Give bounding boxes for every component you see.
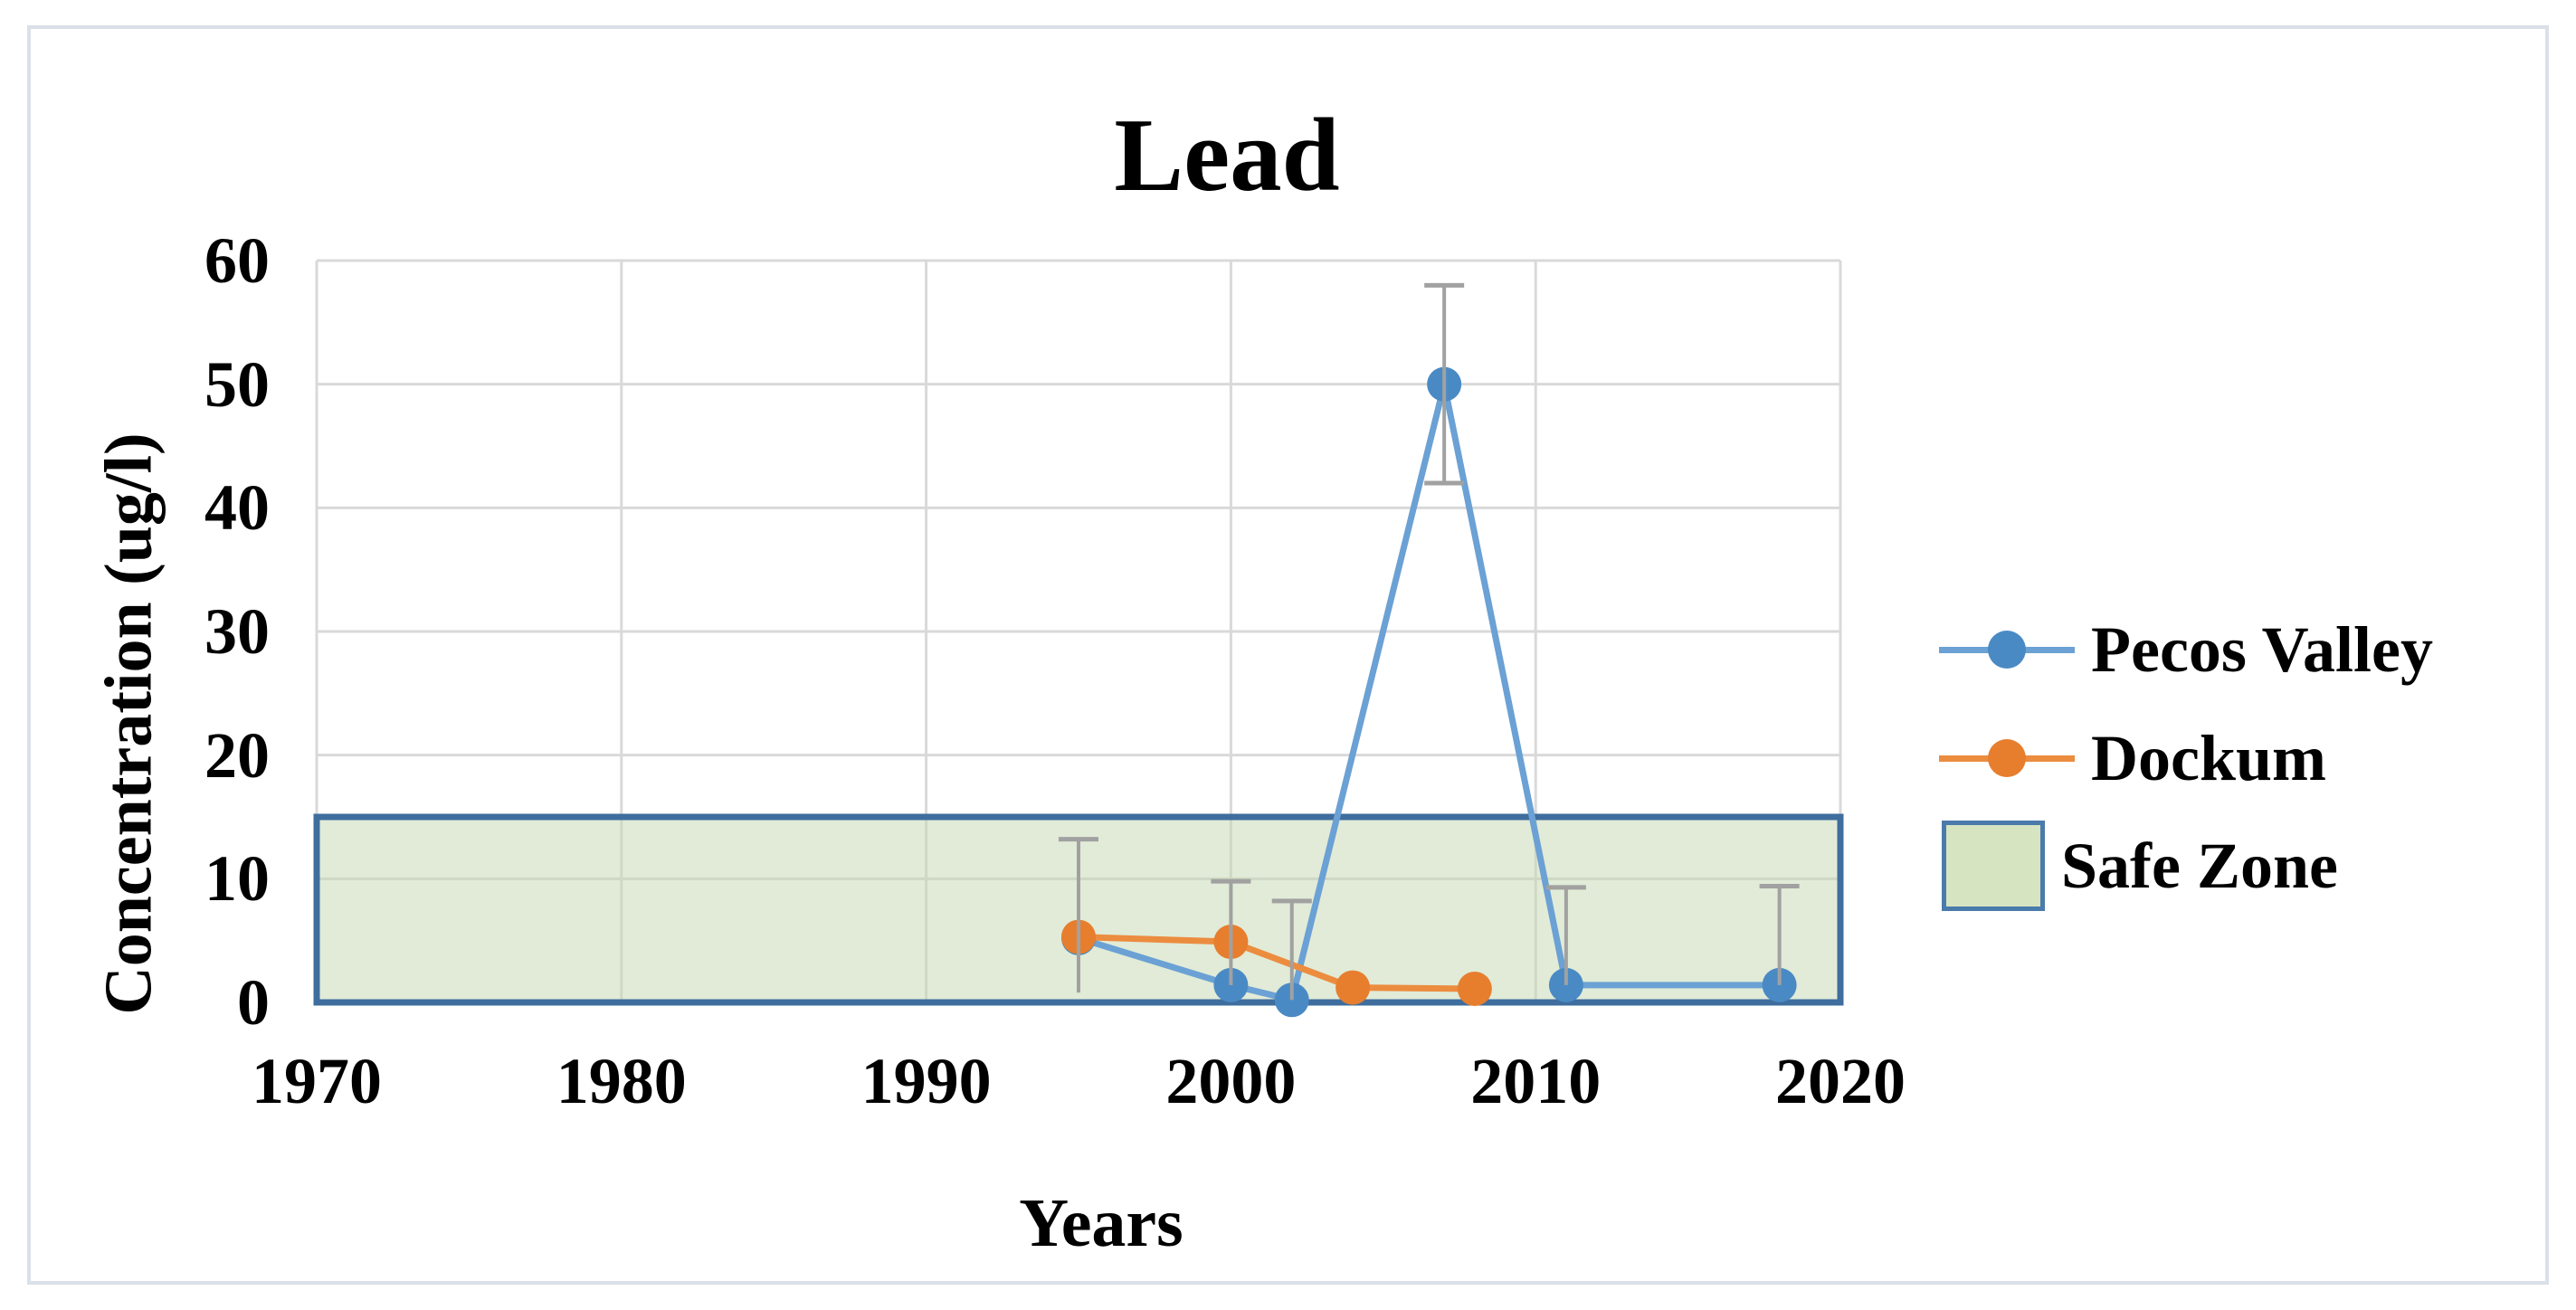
x-tick-label: 1980	[556, 1045, 687, 1117]
x-tick-label: 2010	[1470, 1045, 1602, 1117]
x-tick-label: 2000	[1165, 1045, 1297, 1117]
y-tick-label: 40	[204, 471, 270, 545]
y-tick-label: 60	[204, 224, 270, 297]
legend-label-pecos-valley: Pecos Valley	[2091, 613, 2433, 686]
x-axis-title: Years	[1019, 1185, 1183, 1261]
safe-zone-swatch-icon	[1942, 821, 2045, 911]
pecos-valley-line-marker-icon	[1939, 630, 2075, 669]
data-point-dockum	[1457, 971, 1492, 1006]
y-tick-label: 10	[204, 842, 270, 916]
series-line-pecos-valley	[1077, 383, 1780, 1004]
pecos-valley-dot-icon	[1988, 630, 2026, 669]
y-tick-label: 50	[204, 347, 270, 421]
data-point-dockum	[1336, 970, 1371, 1005]
x-tick-label: 1970	[252, 1045, 382, 1117]
legend-item-safe-zone: Safe Zone	[1942, 816, 2338, 916]
y-tick-label: 20	[204, 718, 270, 792]
x-tick-label: 1990	[860, 1045, 992, 1117]
y-tick-label: 0	[237, 966, 270, 1039]
legend-label-safe-zone: Safe Zone	[2061, 830, 2338, 902]
dockum-dot-icon	[1988, 738, 2026, 777]
dockum-line-marker-icon	[1939, 738, 2075, 777]
x-tick-label: 2020	[1775, 1045, 1906, 1117]
legend-item-dockum: Dockum	[1939, 720, 2326, 796]
legend-item-pecos-valley: Pecos Valley	[1939, 612, 2433, 688]
y-tick-label: 30	[204, 595, 270, 668]
safe-zone-border	[313, 813, 1844, 1006]
chart-title: Lead	[1114, 98, 1340, 213]
legend-label-dockum: Dockum	[2091, 722, 2327, 794]
